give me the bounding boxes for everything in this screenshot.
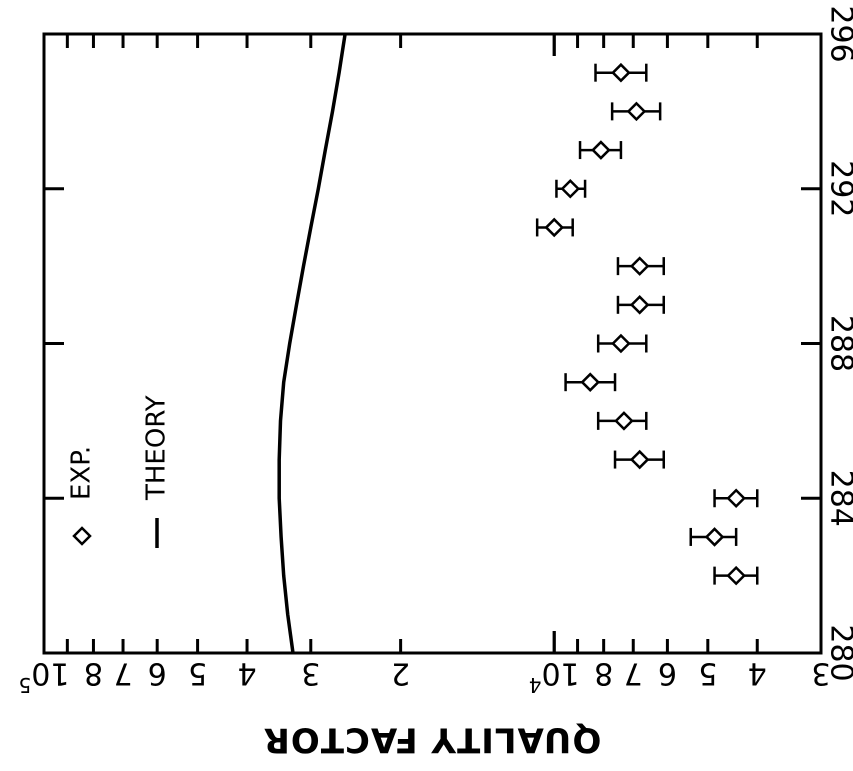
diamond-marker [704, 527, 725, 547]
exp-point [564, 372, 617, 392]
y-tick-label-text: 5 [698, 656, 717, 691]
exp-point [616, 256, 665, 276]
y-tick-label: 8 [84, 656, 103, 691]
diamond-marker [611, 62, 631, 83]
y-tick-label-text: 4 [237, 656, 256, 691]
x-tick-label: 284 [824, 470, 853, 527]
diamond-marker [726, 488, 746, 509]
diamond-marker [629, 449, 650, 470]
y-tick-label-text: 6 [148, 656, 167, 691]
legend-entry-exp: EXP. [67, 446, 97, 546]
y-tick-exponent: 4 [529, 674, 542, 698]
exp-point [610, 101, 662, 122]
y-tick-label: 5 [188, 656, 207, 691]
exp-point [713, 488, 759, 509]
exp-point [616, 295, 665, 315]
y-tick-label: 3 [811, 656, 830, 691]
y-tick-label-text: 7 [113, 656, 132, 691]
y-tick-label: 104 [529, 656, 580, 698]
y-tick-label-text: 5 [188, 656, 207, 691]
exp-point [613, 449, 665, 470]
exp-point [689, 527, 738, 547]
tick-marks [42, 32, 823, 655]
diamond-marker [560, 178, 581, 199]
y-tick-label: 7 [624, 656, 643, 691]
y-tick-label-text: 3 [811, 656, 830, 691]
y-tick-exponent: 5 [19, 674, 32, 698]
diamond-marker [614, 411, 634, 431]
y-tick-label: 4 [748, 656, 767, 691]
plot-frame [42, 32, 823, 655]
y-tick-label-text: 2 [391, 656, 410, 691]
exp-series [535, 62, 759, 586]
exp-point [578, 140, 623, 160]
theory-curve [277, 33, 347, 654]
exp-point [596, 333, 648, 354]
y-tick-label: 7 [113, 656, 132, 691]
diamond-marker [629, 295, 650, 315]
y-tick-label-text: 8 [84, 656, 103, 691]
y-tick-label-text: 104 [529, 656, 580, 698]
exp-point [713, 565, 759, 586]
exp-point [555, 178, 587, 199]
diamond-marker [544, 217, 564, 238]
legend: EXP. THEORY [67, 395, 172, 548]
y-tick-label: 5 [698, 656, 717, 691]
y-tick-label-text: 3 [301, 656, 320, 691]
theory-series [277, 33, 347, 654]
y-tick-label-text: 4 [748, 656, 767, 691]
x-tick-label: 288 [824, 315, 853, 372]
plot-border [42, 32, 823, 655]
diamond-marker [726, 565, 746, 586]
y-axis-title: QUALITY FACTOR [263, 720, 602, 760]
legend-label-theory: THEORY [142, 395, 172, 501]
diamond-marker [591, 140, 611, 160]
y-tick-label: 4 [237, 656, 256, 691]
x-tick-label: 280 [824, 624, 853, 681]
y-tick-label: 6 [148, 656, 167, 691]
y-tick-label: 3 [301, 656, 320, 691]
legend-entry-theory: THEORY [142, 395, 172, 548]
diamond-marker [580, 372, 600, 392]
diamond-marker [626, 101, 647, 122]
legend-label-exp: EXP. [67, 446, 97, 500]
y-tick-label-text: 8 [594, 656, 613, 691]
x-tick-label: 296 [824, 5, 853, 62]
y-tick-label: 2 [391, 656, 410, 691]
y-tick-label-text: 7 [624, 656, 643, 691]
exp-point [535, 217, 574, 238]
exp-point [594, 62, 648, 83]
diamond-marker [611, 333, 631, 354]
x-tick-label: 292 [824, 160, 853, 217]
exp-point [596, 411, 648, 431]
y-tick-label-text: 105 [19, 656, 70, 698]
y-tick-label-text: 6 [658, 656, 677, 691]
legend-diamond-icon [72, 526, 92, 546]
y-tick-label: 6 [658, 656, 677, 691]
diamond-marker [629, 256, 650, 276]
y-tick-label: 105 [19, 656, 70, 698]
y-tick-label: 8 [594, 656, 613, 691]
